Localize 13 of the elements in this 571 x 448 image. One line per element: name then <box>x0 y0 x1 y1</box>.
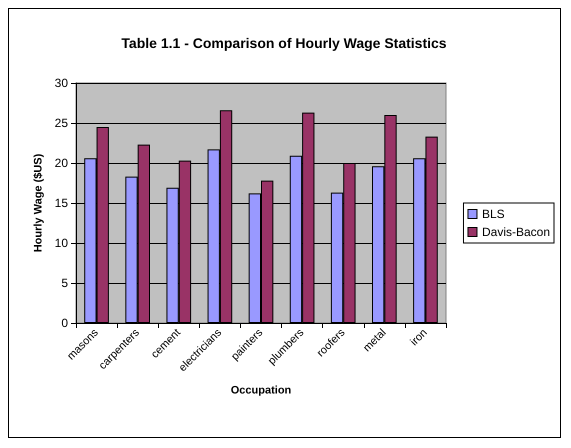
y-tick-label: 5 <box>61 276 68 290</box>
x-axis-title: Occupation <box>230 384 292 396</box>
x-tick-label: iron <box>408 326 430 348</box>
y-tick-label: 0 <box>61 316 68 330</box>
legend-label: Davis-Bacon <box>482 225 550 239</box>
y-tick-label: 25 <box>54 116 68 130</box>
y-tick-label: 30 <box>54 76 68 90</box>
legend-label: BLS <box>482 207 505 221</box>
y-tick-label: 10 <box>54 236 68 250</box>
y-tick-label: 20 <box>54 156 68 170</box>
y-axis-title: Hourly Wage ($US) <box>32 153 44 252</box>
y-tick-label: 15 <box>54 196 68 210</box>
chart-title: Table 1.1 - Comparison of Hourly Wage Statistics <box>121 35 447 51</box>
